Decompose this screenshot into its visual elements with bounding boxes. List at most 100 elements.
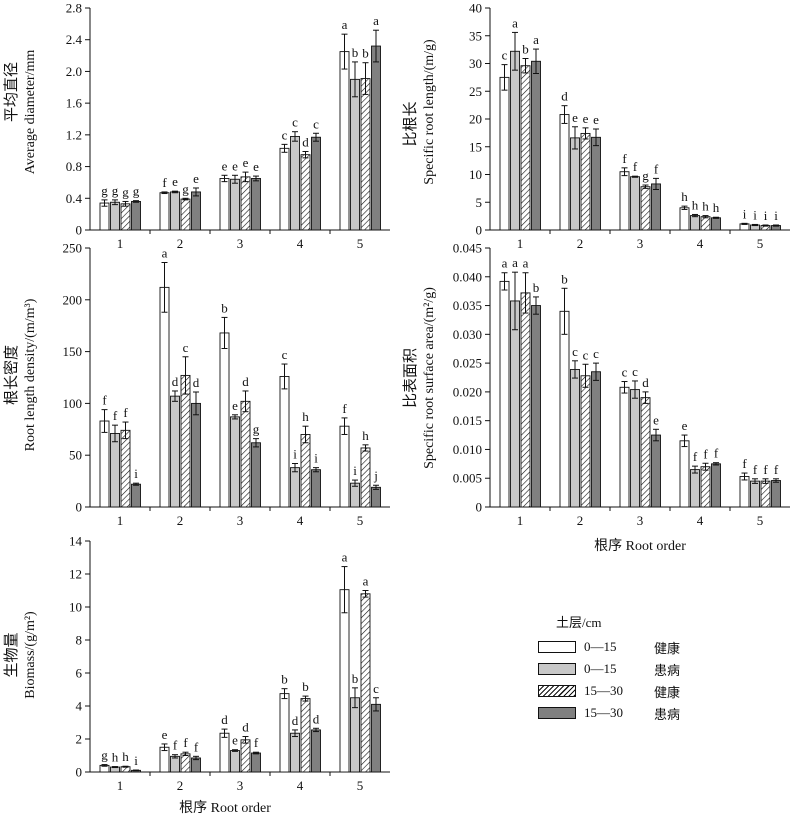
y-axis-label-en: Root length density/(m/m³) xyxy=(23,298,38,451)
significance-letter: c xyxy=(622,365,628,380)
significance-letter: g xyxy=(642,168,649,183)
bar-dark xyxy=(251,752,261,773)
bar-white xyxy=(339,51,350,231)
y-tick-label: 100 xyxy=(63,396,83,411)
x-tick-label: 3 xyxy=(237,236,244,251)
legend-depth: 15—30 xyxy=(584,683,623,698)
significance-letter: c xyxy=(282,127,288,142)
significance-letter: b xyxy=(533,280,540,295)
legend-depth: 0—15 xyxy=(584,661,617,676)
significance-letter: b xyxy=(352,45,359,60)
significance-letter: b xyxy=(362,46,369,61)
y-tick-label: 4 xyxy=(76,699,83,714)
significance-letter: a xyxy=(162,246,168,261)
bar-white xyxy=(619,171,630,231)
significance-letter: f xyxy=(633,159,638,174)
bar-dark xyxy=(531,305,541,508)
bar-dark xyxy=(711,217,721,231)
y-tick-label: 25 xyxy=(469,84,482,99)
significance-letter: h xyxy=(713,200,720,215)
bar-white xyxy=(219,178,230,231)
bar-hatched xyxy=(300,154,311,231)
significance-letter: h xyxy=(112,750,119,765)
significance-letter: d xyxy=(221,712,228,727)
significance-letter: e xyxy=(572,110,578,125)
significance-letter: e xyxy=(222,158,228,173)
bar-light xyxy=(630,389,640,508)
y-tick-label: 250 xyxy=(63,241,83,256)
significance-letter: a xyxy=(533,32,539,47)
significance-letter: f xyxy=(703,446,708,461)
significance-letter: d xyxy=(193,375,200,390)
y-tick-label: 30 xyxy=(469,56,482,71)
legend-swatch-white xyxy=(538,641,576,653)
significance-letter: f xyxy=(183,735,188,750)
bar-hatched xyxy=(700,466,711,508)
significance-letter: f xyxy=(102,393,107,408)
y-tick-label: 0.025 xyxy=(453,356,482,371)
significance-letter: a xyxy=(502,256,508,271)
legend-swatch-hatched xyxy=(538,685,576,697)
bar-hatched xyxy=(520,292,531,508)
y-axis-label-en: Specific root length/(m/g) xyxy=(422,39,437,185)
bar-dark xyxy=(251,178,261,231)
y-axis-label-en: Specific root surface area/(m²/g) xyxy=(422,287,437,469)
y-tick-label: 2.0 xyxy=(66,64,82,79)
legend-status: 患病 xyxy=(654,706,681,722)
y-tick-label: 0.045 xyxy=(453,241,482,256)
significance-letter: e xyxy=(232,398,238,413)
x-tick-label: 5 xyxy=(757,513,764,528)
significance-letter: c xyxy=(632,364,638,379)
significance-letter: f xyxy=(173,738,178,753)
significance-letter: f xyxy=(254,735,259,750)
significance-letter: d xyxy=(242,720,249,735)
significance-letter: i xyxy=(353,463,357,478)
significance-letter: e xyxy=(193,171,199,186)
y-axis-label-cn: 平均直径 xyxy=(3,62,20,122)
x-tick-label: 2 xyxy=(577,513,584,528)
bar-light xyxy=(290,135,300,231)
significance-letter: c xyxy=(282,347,288,362)
panel-specific-root-length: 0 5 10 15 20 25 30 35 40 1 2 3 4 5 c d f h i a e f h i b e g h i a e f h… xyxy=(402,1,790,251)
significance-letter: f xyxy=(763,462,768,477)
significance-letter: e xyxy=(682,418,688,433)
y-axis-label-cn: 比表面积 xyxy=(402,348,419,408)
x-tick-label: 1 xyxy=(117,513,124,528)
bar-white xyxy=(279,376,290,508)
significance-letter: f xyxy=(742,456,747,471)
y-tick-label: 8 xyxy=(76,633,83,648)
significance-letter: g xyxy=(101,748,108,763)
bar-hatched xyxy=(700,216,711,231)
legend-depth: 15—30 xyxy=(584,705,623,720)
significance-letter: e xyxy=(232,158,238,173)
panel-specific-root-surface-area: 0 0.005 0.010 0.015 0.020 0.025 0.030 0.035 0.04… xyxy=(402,241,790,554)
bar-hatched xyxy=(120,203,131,231)
x-tick-label: 3 xyxy=(237,778,244,793)
significance-letter: a xyxy=(373,13,379,28)
bar-dark xyxy=(371,486,381,508)
significance-letter: c xyxy=(502,48,508,63)
significance-letter: a xyxy=(342,550,348,565)
y-tick-label: 0.005 xyxy=(453,471,482,486)
x-tick-label: 4 xyxy=(297,513,304,528)
y-tick-label: 35 xyxy=(469,28,482,43)
bar-dark xyxy=(591,136,601,231)
significance-letter: a xyxy=(363,574,369,589)
y-axis-label-en: Biomass/(g/m²) xyxy=(23,611,38,699)
bar-light xyxy=(290,467,300,508)
bar-white xyxy=(679,207,690,231)
significance-letter: h xyxy=(122,749,129,764)
significance-letter: c xyxy=(183,340,189,355)
significance-letter: i xyxy=(743,206,747,221)
significance-letter: a xyxy=(512,15,518,30)
y-tick-label: 0.8 xyxy=(66,159,82,174)
significance-letter: e xyxy=(172,174,178,189)
bar-light xyxy=(750,480,760,508)
x-tick-label: 2 xyxy=(177,778,184,793)
bar-light xyxy=(630,176,640,231)
significance-letter: h xyxy=(702,199,709,214)
significance-letter: b xyxy=(221,300,228,315)
significance-letter: f xyxy=(342,401,347,416)
bar-light xyxy=(690,469,700,508)
x-tick-label: 1 xyxy=(117,778,124,793)
